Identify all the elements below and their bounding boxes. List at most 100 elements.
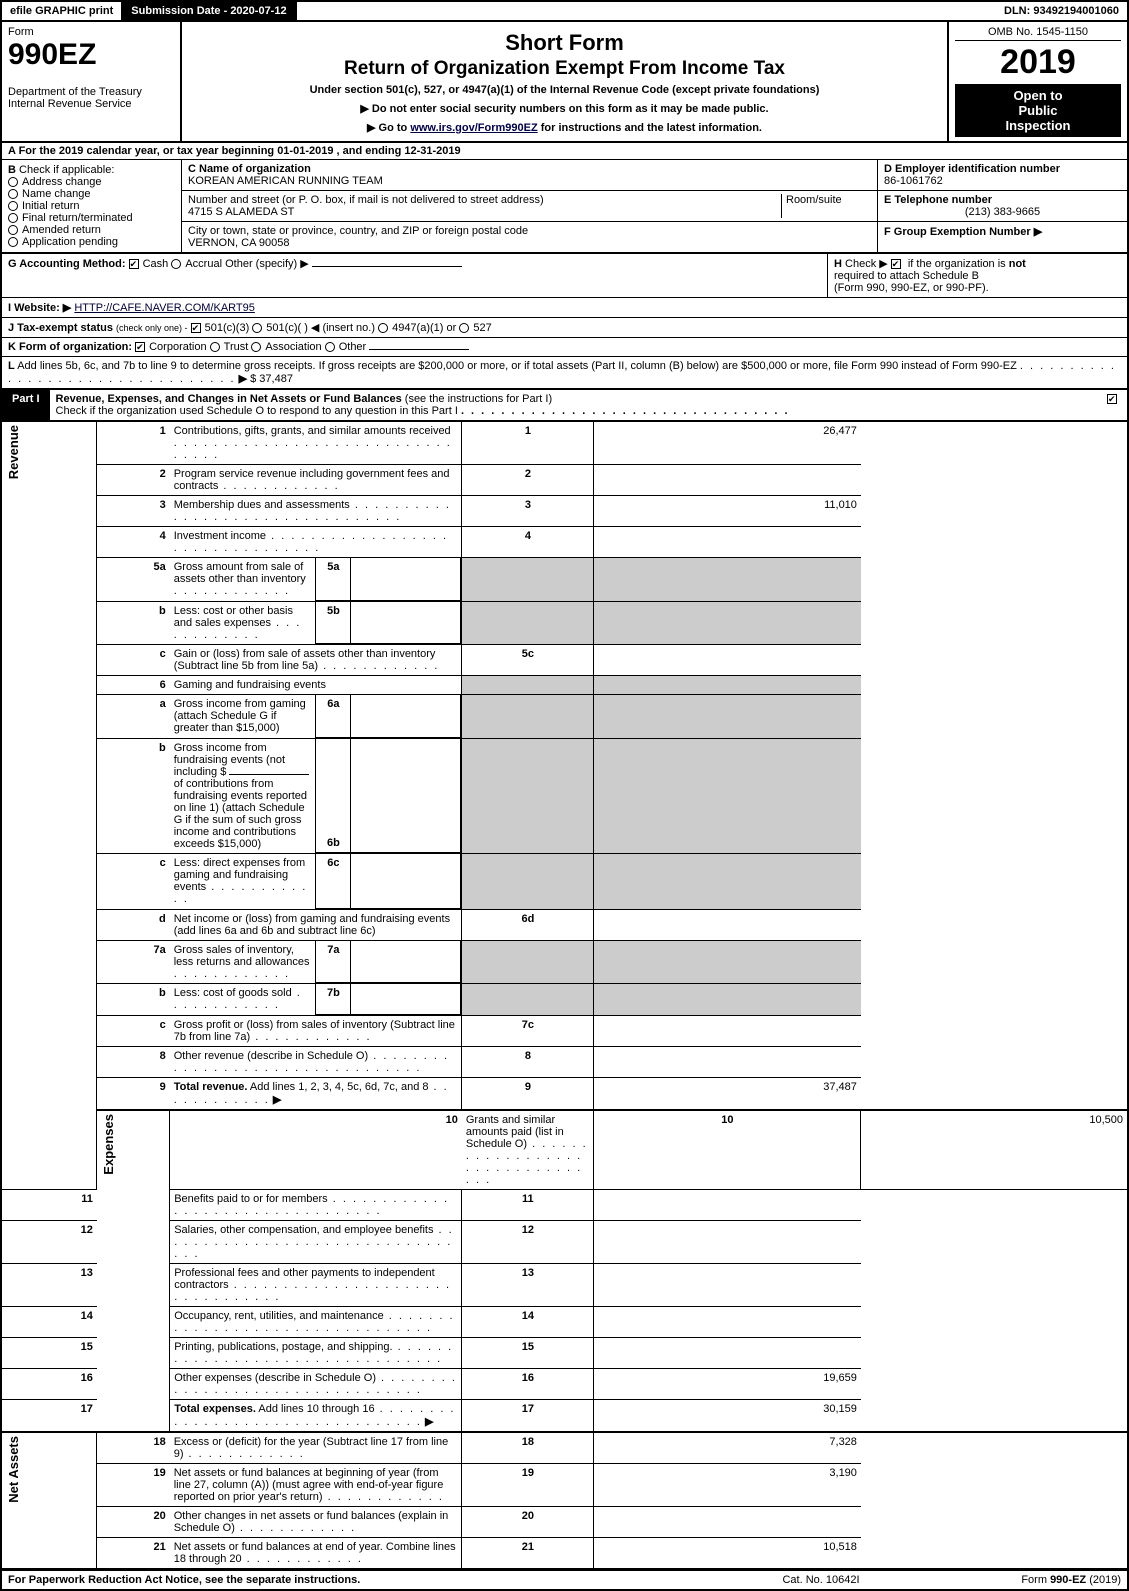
line-box: 6d [462, 909, 594, 940]
shade-cell [594, 695, 861, 739]
info-block: B Check if applicable: Address change Na… [0, 160, 1129, 254]
h-text4: (Form 990, 990-EZ, or 990-PF). [834, 282, 989, 294]
inner-amt [351, 739, 461, 853]
line-num: 18 [97, 1432, 170, 1464]
assoc-checkbox[interactable] [251, 342, 261, 352]
line-text: Benefits paid to or for members [170, 1189, 462, 1220]
header-left: Form 990EZ Department of the Treasury In… [2, 22, 182, 141]
l14-text: Occupancy, rent, utilities, and maintena… [174, 1310, 384, 1322]
line-box: 19 [462, 1463, 594, 1506]
line-num: 10 [170, 1110, 462, 1190]
inner-box: 7a [316, 941, 351, 983]
line-num: 19 [97, 1463, 170, 1506]
trust-checkbox[interactable] [210, 342, 220, 352]
line-box: 9 [462, 1077, 594, 1110]
other-specify-input[interactable] [312, 266, 462, 267]
4947-label: 4947(a)(1) or [392, 322, 456, 334]
other-org-checkbox[interactable] [325, 342, 335, 352]
form-number: 990EZ [8, 38, 174, 72]
line-amt: 7,328 [594, 1432, 861, 1464]
goto-link[interactable]: www.irs.gov/Form990EZ [410, 122, 537, 134]
line-box: 3 [462, 496, 594, 527]
under-section-text: Under section 501(c), 527, or 4947(a)(1)… [310, 84, 820, 96]
line-amt: 19,659 [594, 1368, 861, 1399]
amended-label: Amended return [22, 224, 101, 236]
line-text: Less: cost of goods sold 7b [170, 984, 462, 1016]
line-text: Grants and similar amounts paid (list in… [462, 1110, 594, 1190]
form-header: Form 990EZ Department of the Treasury In… [0, 22, 1129, 143]
website-link[interactable]: HTTP://CAFE.NAVER.COM/KART95 [74, 302, 255, 314]
name-change-checkbox[interactable] [8, 189, 18, 199]
line-amt [594, 465, 861, 496]
shade-cell [462, 558, 594, 602]
city-label: City or town, state or province, country… [188, 225, 871, 237]
other-org-label: Other [339, 341, 367, 353]
cash-checkbox[interactable] [129, 259, 139, 269]
part1-label: Part I [2, 390, 50, 420]
line-num: 2 [97, 465, 170, 496]
corp-checkbox[interactable] [135, 342, 145, 352]
section-def: D Employer identification number 86-1061… [877, 160, 1127, 252]
shade-cell [594, 940, 861, 984]
shade-cell [594, 558, 861, 602]
line-amt: 11,010 [594, 496, 861, 527]
inner-box: 5a [316, 558, 351, 600]
line-num: c [97, 854, 170, 910]
shade-cell [462, 695, 594, 739]
org-name: KOREAN AMERICAN RUNNING TEAM [188, 175, 871, 187]
dots [242, 1553, 363, 1565]
line-box: 21 [462, 1537, 594, 1569]
line-text: Total revenue. Add lines 1, 2, 3, 4, 5c,… [170, 1077, 462, 1110]
app-pending-checkbox[interactable] [8, 237, 18, 247]
c-name-label: C Name of organization [188, 163, 871, 175]
part1-table: Revenue 1 Contributions, gifts, grants, … [0, 422, 1129, 1570]
return-title: Return of Organization Exempt From Incom… [344, 58, 785, 80]
f-arrow: ▶ [1034, 226, 1042, 238]
d-label: D Employer identification number [884, 163, 1121, 175]
assoc-label: Association [265, 341, 321, 353]
line-text: Less: direct expenses from gaming and fu… [170, 854, 462, 910]
street-label: Number and street (or P. O. box, if mail… [188, 194, 781, 206]
line-text: Gaming and fundraising events [170, 676, 462, 695]
other-org-input[interactable] [369, 349, 469, 350]
dots [174, 437, 452, 461]
final-return-checkbox[interactable] [8, 213, 18, 223]
footer-form-prefix: Form [1021, 1574, 1050, 1586]
omb-label: OMB No. 1545-1150 [955, 26, 1121, 41]
l9-text2: Add lines 1, 2, 3, 4, 5c, 6d, 7c, and 8 [247, 1081, 428, 1093]
part1-schedule-o-checkbox[interactable] [1107, 394, 1117, 404]
501c3-checkbox[interactable] [191, 323, 201, 333]
addr-change-label: Address change [22, 176, 102, 188]
inner-box: 5b [316, 602, 351, 644]
b-label: B [8, 164, 16, 176]
row-i-website: I Website: ▶ HTTP://CAFE.NAVER.COM/KART9… [0, 298, 1129, 318]
h-checkbox[interactable] [891, 259, 901, 269]
l15-text: Printing, publications, postage, and shi… [174, 1341, 392, 1353]
l17-text: Total expenses. [174, 1403, 256, 1415]
addr-change-checkbox[interactable] [8, 177, 18, 187]
4947-checkbox[interactable] [378, 323, 388, 333]
footer-form-suffix: (2019) [1086, 1574, 1121, 1586]
inner-amt [351, 558, 461, 600]
l-label: L [8, 360, 15, 372]
efile-print-label[interactable]: efile GRAPHIC print [2, 2, 123, 20]
cash-label: Cash [143, 258, 169, 270]
line-box: 20 [462, 1506, 594, 1537]
501c-checkbox[interactable] [252, 323, 262, 333]
l6b-input[interactable] [229, 774, 309, 775]
line-num: 15 [1, 1337, 97, 1368]
amended-checkbox[interactable] [8, 225, 18, 235]
line-num: 21 [97, 1537, 170, 1569]
line-num: 20 [97, 1506, 170, 1537]
line-text: Gross sales of inventory, less returns a… [170, 940, 462, 984]
submission-date-label: Submission Date - 2020-07-12 [123, 2, 296, 20]
shade-cell [594, 601, 861, 645]
accrual-checkbox[interactable] [171, 259, 181, 269]
line-box: 8 [462, 1046, 594, 1077]
shade-cell [462, 601, 594, 645]
corp-label: Corporation [149, 341, 206, 353]
initial-return-checkbox[interactable] [8, 201, 18, 211]
dots [250, 1031, 371, 1043]
527-checkbox[interactable] [459, 323, 469, 333]
l6a-text: Gross income from gaming (attach Schedul… [174, 698, 306, 734]
